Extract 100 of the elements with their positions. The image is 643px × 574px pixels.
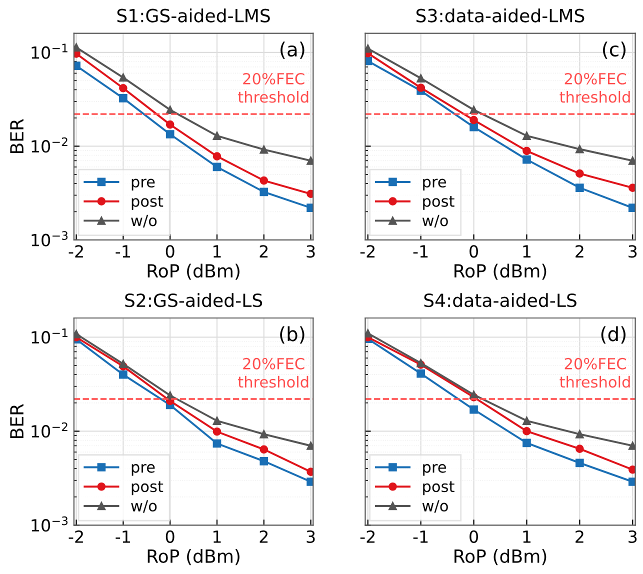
x-tick-label: -2 — [68, 530, 83, 543]
legend-label: w/o — [131, 500, 157, 513]
x-tick-label: 3 — [628, 530, 637, 543]
point — [576, 169, 584, 178]
point — [628, 204, 636, 212]
point — [119, 360, 128, 368]
annotation: (c) — [602, 42, 626, 59]
x-tick-label: 2 — [260, 245, 268, 258]
x-tick-label: -1 — [116, 530, 130, 543]
point — [576, 444, 584, 453]
point — [416, 84, 425, 92]
y-tick-label: 10$^{−1}$ — [32, 328, 68, 344]
x-tick-label: 1 — [214, 530, 221, 543]
chart-title: S2:GS-aided-LS — [125, 293, 262, 308]
x-tick-label: -1 — [413, 530, 428, 543]
point — [166, 120, 174, 129]
x-axis-title: RoP (dBm) — [148, 264, 240, 280]
point — [522, 438, 531, 448]
ref-line-label: 20%FEC threshold — [560, 358, 630, 388]
point — [166, 106, 174, 114]
y-axis-title: BER — [10, 404, 24, 438]
point — [628, 465, 636, 474]
chart-title: S1:GS-aided-LMS — [117, 8, 270, 22]
point — [470, 116, 478, 124]
point — [470, 122, 478, 132]
point — [212, 162, 222, 172]
y-tick-label: 10$^{−2}$ — [32, 137, 68, 153]
point — [628, 184, 636, 192]
x-tick-label: -2 — [360, 530, 375, 543]
point — [522, 427, 531, 436]
legend-label: w/o — [422, 500, 448, 513]
x-tick-label: 3 — [628, 245, 637, 258]
ref-line-label: 20%FEC threshold — [560, 72, 630, 103]
annotation: (d) — [601, 326, 626, 344]
x-tick-label: 0 — [166, 530, 174, 543]
y-tick-label: 10$^{−1}$ — [32, 44, 68, 59]
point — [119, 73, 128, 82]
point — [576, 144, 584, 154]
x-tick-label: 1 — [523, 245, 530, 258]
point — [260, 430, 268, 438]
x-tick-label: -2 — [68, 245, 83, 258]
point — [260, 457, 268, 466]
point — [365, 44, 372, 53]
point — [628, 478, 636, 486]
x-tick-label: 0 — [470, 530, 478, 543]
y-tick-label: 10$^{−3}$ — [32, 516, 68, 532]
point — [628, 442, 636, 450]
x-tick-label: 0 — [470, 245, 478, 258]
ref-line-label: 20%FEC threshold — [238, 358, 308, 388]
x-axis-title: RoP (dBm) — [454, 264, 546, 280]
point — [522, 146, 531, 156]
legend-label: pre — [423, 464, 446, 476]
x-tick-label: 3 — [306, 530, 315, 543]
point — [119, 370, 128, 379]
legend-label: pre — [132, 178, 155, 190]
x-tick-label: 2 — [576, 530, 584, 543]
y-tick-label: 10$^{−3}$ — [32, 231, 68, 246]
y-tick-label: 10$^{−2}$ — [32, 422, 68, 438]
point — [212, 416, 222, 425]
point — [576, 458, 584, 468]
legend-label: w/o — [131, 214, 157, 228]
legend-label: post — [132, 481, 164, 496]
point — [576, 430, 584, 438]
x-tick-label: -1 — [116, 245, 130, 258]
legend-label: post — [132, 196, 164, 210]
point — [470, 405, 478, 414]
point — [212, 439, 222, 448]
y-axis-title: BER — [10, 118, 24, 154]
point — [365, 329, 372, 338]
point — [576, 184, 584, 192]
annotation: (b) — [280, 326, 304, 344]
point — [212, 132, 222, 140]
point — [416, 369, 425, 378]
x-tick-label: 3 — [306, 245, 315, 258]
point — [628, 156, 636, 165]
x-tick-label: 1 — [523, 530, 530, 543]
legend-label: w/o — [422, 214, 448, 228]
point — [119, 94, 128, 102]
point — [522, 155, 531, 164]
point — [212, 427, 222, 436]
point — [522, 132, 531, 140]
ref-line-label: 20%FEC threshold — [238, 72, 308, 103]
x-tick-label: 0 — [166, 245, 174, 258]
x-axis-title: RoP (dBm) — [148, 548, 240, 566]
point — [212, 152, 222, 160]
x-tick-label: -1 — [413, 245, 428, 258]
point — [119, 84, 128, 92]
x-tick-label: 2 — [260, 530, 268, 543]
annotation: (a) — [280, 42, 304, 59]
legend-label: pre — [423, 178, 446, 190]
chart-title: S3:data-aided-LMS — [416, 8, 584, 22]
point — [260, 145, 268, 154]
legend-label: post — [423, 196, 454, 210]
point — [260, 445, 268, 454]
x-tick-label: 1 — [214, 245, 221, 258]
point — [416, 74, 425, 82]
point — [260, 188, 268, 196]
point — [522, 416, 531, 425]
chart-title: S4:data-aided-LS — [424, 293, 576, 308]
x-axis-title: RoP (dBm) — [454, 548, 546, 566]
